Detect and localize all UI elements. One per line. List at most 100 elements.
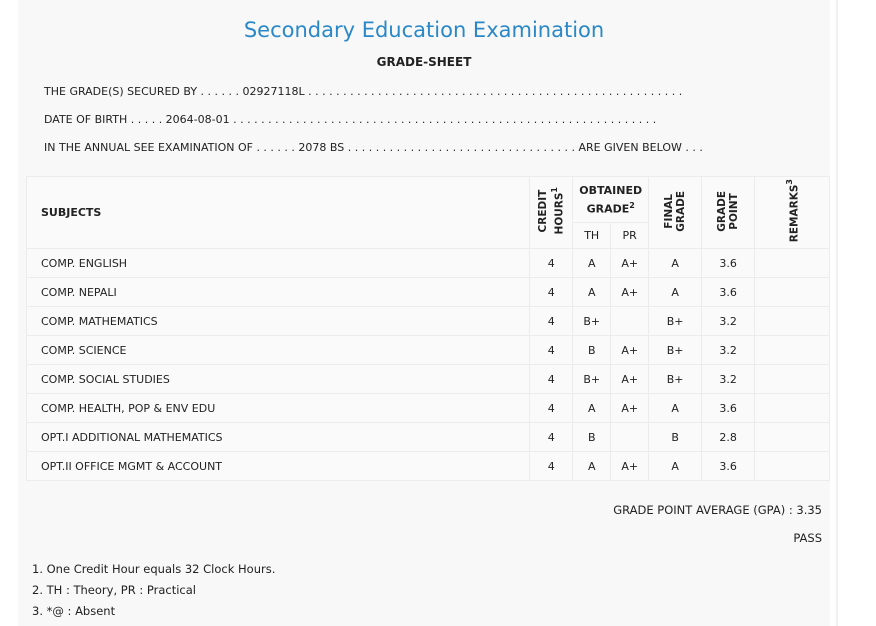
subject-cell: OPT.I ADDITIONAL MATHEMATICS [25, 422, 531, 452]
credit-cell: 4 [529, 364, 574, 394]
remarks-cell [754, 393, 830, 423]
pr-header: PR [610, 222, 650, 249]
result-status: PASS [793, 531, 822, 545]
footnote-2: 2. TH : Theory, PR : Practical [32, 583, 196, 597]
th-grade-cell: A [572, 248, 612, 278]
final-grade-cell: B+ [648, 306, 703, 336]
final-grade-cell: B [648, 422, 703, 452]
th-header: TH [572, 222, 612, 249]
table-row: COMP. NEPALI 4 A A+ A 3.6 [25, 277, 830, 307]
final-grade-cell: A [648, 393, 703, 423]
subject-cell: COMP. ENGLISH [25, 248, 531, 278]
grade-table: SUBJECTS CREDIT HOURS1 OBTAINED GRADE2 FIN… [25, 176, 830, 481]
subheader-row: TH PR [27, 222, 830, 249]
credit-hours-header-line1: CREDIT [536, 189, 549, 233]
final-grade-cell: B+ [648, 364, 703, 394]
grade-point-header: GRADE POINT [701, 176, 756, 249]
remarks-header: REMARKS3 [754, 176, 830, 249]
grade-point-header-line2: POINT [728, 192, 741, 230]
footnote-1-marker: 1 [549, 187, 559, 193]
remarks-cell [754, 451, 830, 481]
remarks-header-label: REMARKS [788, 184, 801, 243]
th-grade-cell: A [572, 393, 612, 423]
remarks-cell [754, 422, 830, 452]
remarks-cell [754, 306, 830, 336]
grade-point-cell: 2.8 [701, 422, 756, 452]
credit-hours-header-line2: HOURS [553, 192, 566, 235]
table-row: OPT.II OFFICE MGMT & ACCOUNT 4 A A+ A 3.… [25, 451, 830, 481]
grade-point-cell: 3.2 [701, 306, 756, 336]
final-grade-cell: A [648, 451, 703, 481]
grade-point-cell: 3.6 [701, 277, 756, 307]
table-row: OPT.I ADDITIONAL MATHEMATICS 4 B B 2.8 [25, 422, 830, 452]
subjects-header: SUBJECTS [25, 176, 531, 249]
final-grade-header-line2: GRADE [675, 190, 688, 232]
footnotes: 1. One Credit Hour equals 32 Clock Hours… [32, 562, 275, 625]
credit-hours-header: CREDIT HOURS1 [529, 176, 574, 249]
obtained-grade-header-line2: GRADE [586, 202, 630, 216]
credit-cell: 4 [529, 248, 574, 278]
final-grade-cell: A [648, 277, 703, 307]
subject-cell: COMP. SOCIAL STUDIES [25, 364, 531, 394]
grade-point-header-line1: GRADE [716, 190, 729, 232]
remarks-cell [754, 277, 830, 307]
grade-point-cell: 3.6 [701, 248, 756, 278]
footnote-3-marker: 3 [784, 179, 794, 185]
page-border [836, 0, 838, 626]
footnote-3: 3. *@ : Absent [32, 604, 116, 618]
final-grade-header: FINAL GRADE [648, 176, 703, 249]
page-subtitle: GRADE-SHEET [376, 55, 472, 69]
final-grade-cell: A [648, 248, 703, 278]
pr-grade-cell [610, 422, 650, 452]
secured-by-line: THE GRADE(S) SECURED BY . . . . . . 0292… [44, 85, 683, 98]
th-grade-cell: B [572, 422, 612, 452]
obtained-grade-header: OBTAINED GRADE2 [572, 176, 650, 223]
header-row: SUBJECTS CREDIT HOURS1 OBTAINED GRADE2 FIN… [25, 176, 830, 249]
table-row: COMP. SOCIAL STUDIES 4 B+ A+ B+ 3.2 [25, 364, 830, 394]
credit-cell: 4 [529, 277, 574, 307]
th-grade-cell: A [572, 451, 612, 481]
pr-grade-cell: A+ [610, 335, 650, 365]
table-row: COMP. MATHEMATICS 4 B+ B+ 3.2 [25, 306, 830, 336]
remarks-cell [754, 364, 830, 394]
table-row: COMP. HEALTH, POP & ENV EDU 4 A A+ A 3.6 [25, 393, 830, 423]
grade-point-cell: 3.2 [701, 364, 756, 394]
subject-cell: OPT.II OFFICE MGMT & ACCOUNT [25, 451, 531, 481]
th-grade-cell: A [572, 277, 612, 307]
remarks-cell [754, 248, 830, 278]
exam-line: IN THE ANNUAL SEE EXAMINATION OF . . . .… [44, 141, 703, 154]
gpa-summary: GRADE POINT AVERAGE (GPA) : 3.35 [613, 503, 822, 517]
footnote-1: 1. One Credit Hour equals 32 Clock Hours… [32, 562, 276, 576]
remarks-cell [754, 335, 830, 365]
table-row: COMP. SCIENCE 4 B A+ B+ 3.2 [25, 335, 830, 365]
pr-grade-cell: A+ [610, 364, 650, 394]
pr-grade-cell: A+ [610, 277, 650, 307]
subject-cell: COMP. MATHEMATICS [25, 306, 531, 336]
grade-point-cell: 3.6 [701, 393, 756, 423]
th-grade-cell: B [572, 335, 612, 365]
grade-point-cell: 3.6 [701, 451, 756, 481]
final-grade-header-line1: FINAL [663, 193, 676, 229]
footnote-2-marker: 2 [629, 200, 635, 210]
pr-grade-cell: A+ [610, 451, 650, 481]
credit-cell: 4 [529, 335, 574, 365]
grade-sheet: Secondary Education Examination GRADE-SH… [18, 0, 830, 626]
subject-cell: COMP. SCIENCE [25, 335, 531, 365]
pr-grade-cell: A+ [610, 248, 650, 278]
subject-cell: COMP. NEPALI [25, 277, 531, 307]
grade-point-cell: 3.2 [701, 335, 756, 365]
table-row: COMP. ENGLISH 4 A A+ A 3.6 [25, 248, 830, 278]
th-grade-cell: B+ [572, 364, 612, 394]
final-grade-cell: B+ [648, 335, 703, 365]
date-of-birth-line: DATE OF BIRTH . . . . . 2064-08-01 . . .… [44, 113, 657, 126]
credit-cell: 4 [529, 451, 574, 481]
page-title: Secondary Education Examination [243, 18, 605, 42]
subject-cell: COMP. HEALTH, POP & ENV EDU [25, 393, 531, 423]
credit-cell: 4 [529, 306, 574, 336]
th-grade-cell: B+ [572, 306, 612, 336]
pr-grade-cell [610, 306, 650, 336]
credit-cell: 4 [529, 393, 574, 423]
credit-cell: 4 [529, 422, 574, 452]
pr-grade-cell: A+ [610, 393, 650, 423]
obtained-grade-header-line1: OBTAINED [579, 183, 643, 197]
